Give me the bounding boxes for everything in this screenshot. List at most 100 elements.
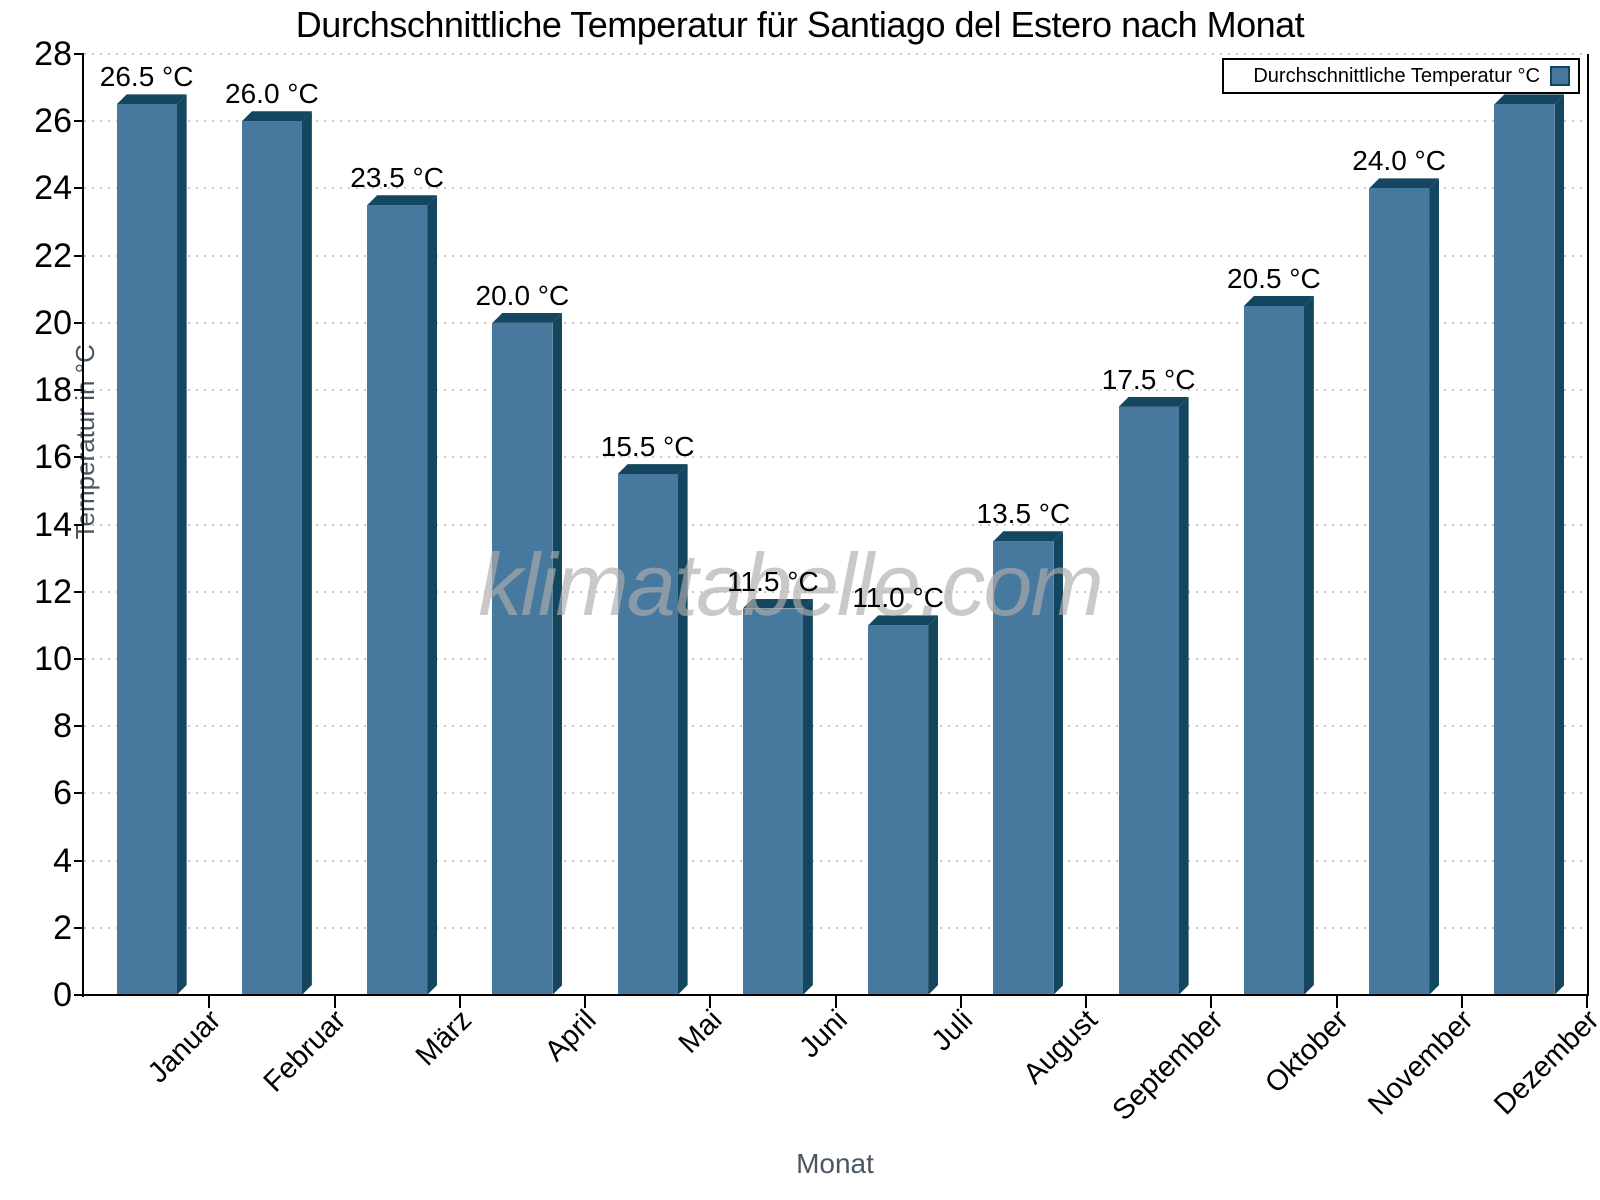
y-axis-line [82, 54, 84, 997]
y-tick-label: 24 [34, 169, 72, 208]
bar-top-face [241, 111, 312, 122]
month-label-text: November [1362, 1004, 1480, 1122]
bar-right-face [928, 615, 939, 995]
x-tick [709, 996, 712, 1008]
month-label-text: Juli [925, 1004, 979, 1058]
grid-line [84, 523, 1587, 526]
bar-top-face [492, 312, 563, 323]
bar-face [241, 121, 302, 995]
grid-line [84, 792, 1587, 795]
bar-face [742, 608, 803, 995]
month-label-text: Dezember [1487, 1004, 1600, 1122]
y-tick [74, 53, 84, 55]
bar-right-face [802, 598, 813, 995]
y-tick-label: 22 [34, 236, 72, 275]
y-tick [74, 792, 84, 795]
x-axis-title: Monat [796, 1148, 874, 1179]
y-tick [74, 590, 84, 593]
bar-juli[interactable] [868, 615, 939, 995]
x-tick [333, 996, 336, 1008]
y-tick-label: 16 [34, 438, 72, 477]
bar-september[interactable] [1118, 396, 1189, 995]
bar-right-face [427, 195, 438, 995]
y-tick-label: 28 [34, 35, 72, 73]
chart-title: Durchschnittliche Temperatur für Santiag… [295, 4, 1305, 45]
bar-face [116, 104, 177, 995]
legend-item[interactable]: Durchschnittliche Temperatur °C [1222, 58, 1580, 94]
bar-face [1369, 188, 1430, 995]
bar-right-face [1303, 296, 1314, 995]
bar-top-face [367, 195, 438, 206]
value-label: 26.0 °C [225, 78, 319, 110]
value-label: 26.5 °C [99, 61, 194, 93]
bar-märz[interactable] [367, 195, 438, 995]
grid-line [84, 657, 1587, 660]
bar-april[interactable] [492, 312, 563, 995]
bar-face [492, 322, 553, 995]
grid-line [84, 120, 1587, 123]
x-tick [1460, 996, 1463, 1008]
y-tick-label: 4 [53, 841, 72, 880]
bar-top-face [868, 615, 939, 626]
y-tick-label: 10 [34, 639, 72, 678]
y-tick-label: 12 [34, 572, 72, 611]
bar-januar[interactable] [116, 94, 187, 995]
month-label-text: April [539, 1004, 604, 1068]
y-axis-title: Temperatur in °C [70, 344, 101, 540]
grid-line [84, 254, 1587, 257]
y-tick-label: 8 [53, 707, 72, 746]
bar-mai[interactable] [617, 464, 688, 995]
month-label-text: September [1106, 1004, 1230, 1127]
bar-right-face [1429, 178, 1440, 995]
bar-face [617, 474, 678, 995]
bar-top-face [993, 531, 1064, 542]
bar-right-face [1178, 396, 1189, 995]
legend-label: Durchschnittliche Temperatur °C [1253, 64, 1540, 87]
month-label-text: März [409, 1004, 478, 1073]
x-tick [834, 996, 837, 1008]
x-tick [1586, 996, 1588, 1008]
value-label: 23.5 °C [350, 162, 444, 194]
grid-line [84, 389, 1587, 392]
bar-august[interactable] [993, 531, 1064, 995]
bar-november[interactable] [1369, 178, 1440, 995]
bar-top-face [617, 464, 688, 475]
y-tick [74, 254, 84, 257]
y-tick [74, 389, 84, 392]
y-tick [74, 725, 84, 728]
x-axis-line [82, 994, 1589, 996]
bar-top-face [742, 598, 813, 609]
grid-line [84, 53, 1587, 55]
y-tick [74, 120, 84, 123]
y-tick-label: 0 [53, 976, 72, 1014]
value-label: 13.5 °C [976, 498, 1071, 530]
month-label-text: Februar [258, 1004, 353, 1099]
month-label-text: Mai [672, 1004, 729, 1060]
bar-top-face [1494, 94, 1565, 105]
bar-oktober[interactable] [1243, 296, 1314, 995]
month-label-text: August [1017, 1004, 1105, 1091]
legend-swatch-icon [1550, 66, 1570, 86]
y-tick [74, 994, 84, 996]
bar-februar[interactable] [241, 111, 312, 995]
bar-juni[interactable] [742, 598, 813, 995]
value-label: 15.5 °C [600, 431, 695, 463]
grid-line [84, 859, 1587, 862]
bar-top-face [116, 94, 187, 105]
bar-dezember[interactable] [1494, 94, 1565, 995]
plot-right-border [1587, 54, 1589, 996]
bar-right-face [176, 94, 187, 995]
x-tick [458, 996, 461, 1008]
y-tick-label: 26 [34, 102, 72, 141]
grid-line [84, 590, 1587, 593]
bar-right-face [1554, 94, 1565, 995]
bar-face [1118, 406, 1179, 995]
y-tick-label: 2 [53, 908, 72, 947]
grid-line [84, 456, 1587, 459]
bar-right-face [301, 111, 312, 995]
value-label: 24.0 °C [1352, 145, 1446, 177]
bar-top-face [1243, 296, 1314, 307]
value-label: 20.5 °C [1227, 263, 1321, 295]
